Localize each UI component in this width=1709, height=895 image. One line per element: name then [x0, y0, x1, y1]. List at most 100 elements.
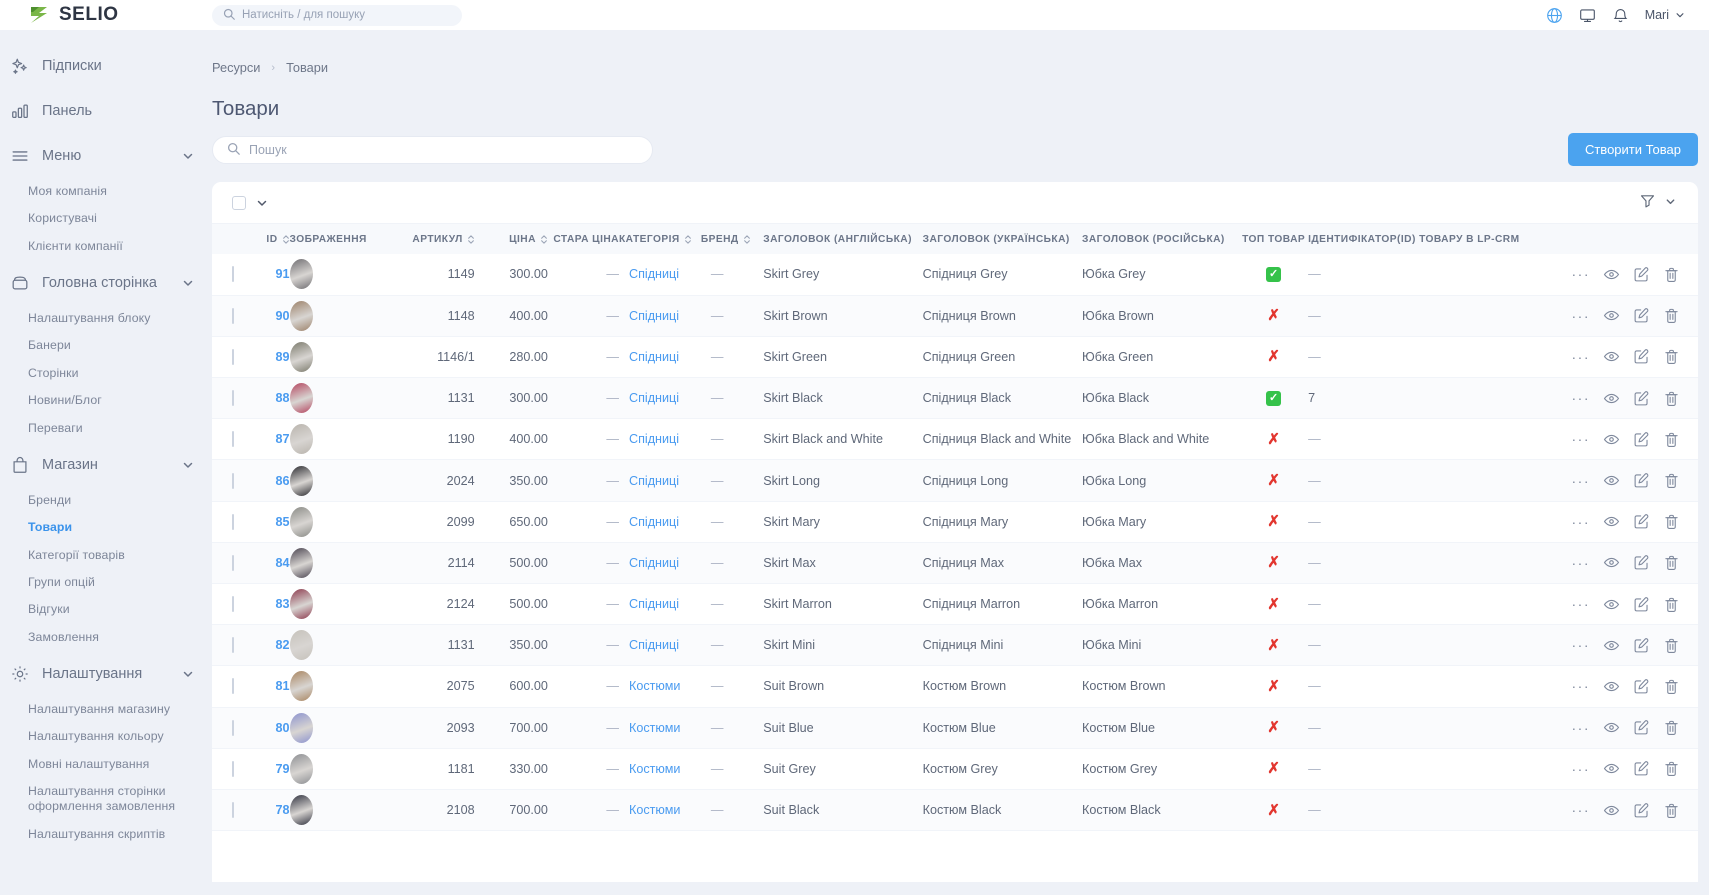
table-row[interactable]: 88 1131 300.00— Спідниці — Skirt Black Спідниц… — [212, 377, 1698, 420]
trash-icon[interactable] — [1663, 348, 1680, 365]
row-checkbox[interactable] — [232, 719, 234, 736]
category-link[interactable]: Спідниці — [628, 267, 680, 282]
sort-icon[interactable] — [282, 234, 290, 245]
more-icon[interactable]: ··· — [1571, 637, 1590, 654]
category-link[interactable]: Спідниці — [628, 349, 680, 364]
category-link[interactable]: Спідниці — [628, 391, 680, 406]
table-row[interactable]: 79 1181 330.00— Костюми — Suit Grey Костюм Gre… — [212, 748, 1698, 790]
row-checkbox[interactable] — [232, 266, 234, 283]
product-id-link[interactable]: 80 — [275, 720, 290, 735]
edit-icon[interactable] — [1633, 390, 1650, 407]
global-search-input[interactable]: Натисніть / для пошуку — [212, 4, 462, 26]
table-row[interactable]: 87 1190 400.00— Спідниці — Skirt Black and Wh… — [212, 418, 1698, 461]
table-row[interactable]: 90 1148 400.00— Спідниці — Skirt Brown Спідниц… — [212, 295, 1698, 337]
edit-icon[interactable] — [1633, 719, 1650, 736]
eye-icon[interactable] — [1603, 719, 1620, 736]
sidebar-subitem-налаштування-кольору[interactable]: Налаштування кольору — [0, 723, 212, 750]
row-checkbox[interactable] — [232, 637, 234, 654]
sort-icon[interactable] — [743, 234, 751, 245]
trash-icon[interactable] — [1663, 390, 1680, 407]
more-icon[interactable]: ··· — [1571, 719, 1590, 736]
sidebar-item-підписки[interactable]: Підписки — [0, 44, 212, 88]
category-link[interactable]: Спідниці — [628, 597, 680, 612]
product-thumbnail[interactable] — [289, 341, 313, 372]
trash-icon[interactable] — [1663, 513, 1680, 530]
th-sku[interactable]: АРТИКУЛ — [392, 224, 475, 254]
product-id-link[interactable]: 78 — [275, 803, 290, 818]
eye-icon[interactable] — [1603, 678, 1620, 695]
create-product-button[interactable]: Створити Товар — [1567, 133, 1698, 166]
product-thumbnail[interactable] — [289, 259, 313, 290]
sidebar-subitem-сторінки[interactable]: Сторінки — [0, 360, 212, 387]
row-checkbox[interactable] — [232, 760, 234, 777]
sidebar-subitem-бренди[interactable]: Бренди — [0, 487, 212, 514]
table-row[interactable]: 80 2093 700.00— Костюми — Suit Blue Костюм Blu… — [212, 707, 1698, 749]
th-id[interactable]: ID — [248, 224, 290, 254]
product-thumbnail[interactable] — [289, 712, 313, 743]
eye-icon[interactable] — [1603, 596, 1620, 613]
product-thumbnail[interactable] — [289, 671, 313, 702]
trash-icon[interactable] — [1663, 719, 1680, 736]
table-row[interactable]: 83 2124 500.00— Спідниці — Skirt Marron Спідни… — [212, 583, 1698, 626]
sidebar-subitem-клієнти-компанії[interactable]: Клієнти компанії — [0, 233, 212, 260]
row-checkbox[interactable] — [232, 348, 234, 365]
sidebar-subitem-мовні-налаштування[interactable]: Мовні налаштування — [0, 751, 212, 778]
row-checkbox[interactable] — [232, 554, 234, 571]
sidebar-subitem-групи-опцій[interactable]: Групи опцій — [0, 569, 212, 596]
table-row[interactable]: 82 1131 350.00— Спідниці — Skirt Mini Спідниця… — [212, 624, 1698, 667]
sidebar-item-головна-сторінка[interactable]: Головна сторінка — [0, 261, 212, 305]
sidebar-subitem-налаштування-скриптів[interactable]: Налаштування скриптів — [0, 821, 212, 848]
sort-icon[interactable] — [540, 234, 548, 245]
edit-icon[interactable] — [1633, 431, 1650, 448]
category-link[interactable]: Костюми — [628, 720, 681, 735]
more-icon[interactable]: ··· — [1571, 431, 1590, 448]
more-icon[interactable]: ··· — [1571, 802, 1590, 819]
sort-icon[interactable] — [467, 234, 475, 245]
edit-icon[interactable] — [1633, 637, 1650, 654]
sidebar-item-панель[interactable]: Панель — [0, 89, 212, 133]
edit-icon[interactable] — [1633, 802, 1650, 819]
product-id-link[interactable]: 87 — [275, 432, 290, 447]
trash-icon[interactable] — [1663, 307, 1680, 324]
sort-icon[interactable] — [684, 234, 692, 245]
table-row[interactable]: 84 2114 500.00— Спідниці — Skirt Max Спідниця … — [212, 542, 1698, 585]
product-thumbnail[interactable] — [289, 465, 313, 496]
more-icon[interactable]: ··· — [1571, 596, 1590, 613]
sidebar-subitem-переваги[interactable]: Переваги — [0, 415, 212, 442]
category-link[interactable]: Костюми — [628, 761, 681, 776]
trash-icon[interactable] — [1663, 637, 1680, 654]
category-link[interactable]: Спідниці — [628, 308, 680, 323]
edit-icon[interactable] — [1633, 307, 1650, 324]
category-link[interactable]: Костюми — [628, 679, 681, 694]
more-icon[interactable]: ··· — [1571, 554, 1590, 571]
sidebar-subitem-налаштування-магазину[interactable]: Налаштування магазину — [0, 696, 212, 723]
eye-icon[interactable] — [1603, 266, 1620, 283]
category-link[interactable]: Спідниці — [628, 638, 680, 653]
sidebar-item-меню[interactable]: Меню — [0, 134, 212, 178]
table-row[interactable]: 85 2099 650.00— Спідниці — Skirt Mary Спідниця… — [212, 501, 1698, 543]
globe-icon[interactable] — [1546, 7, 1563, 24]
trash-icon[interactable] — [1663, 760, 1680, 777]
eye-icon[interactable] — [1603, 431, 1620, 448]
sidebar-subitem-товари[interactable]: Товари — [0, 514, 212, 541]
chevron-down-icon[interactable] — [182, 459, 194, 471]
sidebar-subitem-замовлення[interactable]: Замовлення — [0, 624, 212, 651]
edit-icon[interactable] — [1633, 472, 1650, 489]
row-checkbox[interactable] — [232, 596, 234, 613]
trash-icon[interactable] — [1663, 554, 1680, 571]
row-checkbox[interactable] — [232, 390, 234, 407]
th-price[interactable]: ЦІНА — [474, 224, 548, 254]
eye-icon[interactable] — [1603, 554, 1620, 571]
product-id-link[interactable]: 88 — [275, 391, 290, 406]
more-icon[interactable]: ··· — [1571, 266, 1590, 283]
more-icon[interactable]: ··· — [1571, 760, 1590, 777]
edit-icon[interactable] — [1633, 760, 1650, 777]
eye-icon[interactable] — [1603, 513, 1620, 530]
more-icon[interactable]: ··· — [1571, 678, 1590, 695]
eye-icon[interactable] — [1603, 390, 1620, 407]
category-link[interactable]: Спідниці — [628, 514, 680, 529]
row-checkbox[interactable] — [232, 678, 234, 695]
trash-icon[interactable] — [1663, 678, 1680, 695]
eye-icon[interactable] — [1603, 348, 1620, 365]
sidebar-subitem-користувачі[interactable]: Користувачі — [0, 205, 212, 232]
